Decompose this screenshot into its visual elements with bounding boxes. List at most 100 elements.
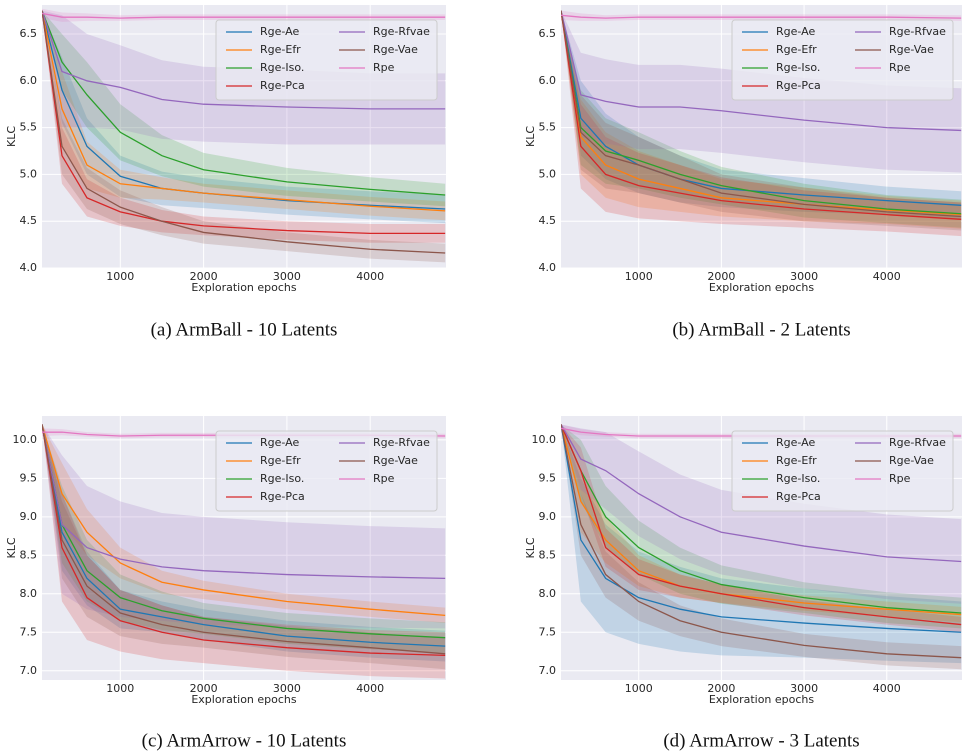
y-tick-label: 9.0 xyxy=(20,510,38,523)
legend-label: Rge-Vae xyxy=(889,454,934,467)
y-tick-label: 6.0 xyxy=(20,74,38,87)
legend-label: Rge-Iso. xyxy=(776,472,820,485)
error-band xyxy=(42,10,446,221)
series-line xyxy=(42,424,446,616)
error-band xyxy=(42,10,446,224)
error-band xyxy=(42,10,446,263)
legend-label: Rge-Rfvae xyxy=(373,25,430,38)
error-band xyxy=(561,10,962,21)
legend-box xyxy=(731,430,954,512)
error-band xyxy=(561,424,962,629)
y-tick-label: 4.5 xyxy=(20,214,38,227)
series-line xyxy=(42,424,446,639)
y-tick-label: 9.5 xyxy=(20,471,38,484)
error-band xyxy=(561,10,962,220)
error-band xyxy=(42,424,446,679)
legend-label: Rge-Efr xyxy=(260,454,301,467)
y-tick-label: 8.5 xyxy=(20,548,38,561)
x-tick-label: 2000 xyxy=(190,682,218,695)
y-tick-label: 9.5 xyxy=(539,471,557,484)
legend-label: Rge-Iso. xyxy=(260,61,304,74)
x-axis-label: Exploration epochs xyxy=(191,693,297,706)
y-axis-label: KLC xyxy=(5,126,18,147)
series-line xyxy=(42,12,446,19)
caption: (d) ArmArrow - 3 Latents xyxy=(663,730,859,751)
legend-label: Rge-Pca xyxy=(260,490,305,503)
legend-box xyxy=(215,430,438,512)
series-line xyxy=(561,10,962,220)
panel: 4.0 4.5 5.0 5.5 6.0 6.5 1000 2000 3000 4000 Explor… xyxy=(5,5,446,340)
error-band xyxy=(561,10,962,228)
legend-label: Rge-Pca xyxy=(776,490,821,503)
series-line xyxy=(42,424,446,647)
caption: (c) ArmArrow - 10 Latents xyxy=(142,730,347,751)
x-tick-label: 2000 xyxy=(707,682,735,695)
legend-label: Rpe xyxy=(889,61,911,74)
legend-label: Rge-Efr xyxy=(776,43,817,56)
x-tick-label: 3000 xyxy=(790,270,818,283)
y-tick-label: 5.0 xyxy=(539,167,557,180)
y-tick-label: 5.5 xyxy=(20,121,38,134)
y-tick-label: 8.0 xyxy=(539,587,557,600)
legend-label: Rge-Rfvae xyxy=(373,436,430,449)
y-tick-label: 8.5 xyxy=(539,548,557,561)
legend-label: Rge-Vae xyxy=(373,454,418,467)
x-axis-label: Exploration epochs xyxy=(709,693,815,706)
legend-box xyxy=(731,19,954,101)
x-tick-label: 4000 xyxy=(873,682,901,695)
series-line xyxy=(561,424,962,563)
y-axis-label: KLC xyxy=(5,537,18,558)
y-tick-label: 4.0 xyxy=(20,261,38,274)
y-tick-label: 6.5 xyxy=(539,27,557,40)
legend-label: Rge-Pca xyxy=(260,79,305,92)
y-tick-label: 10.0 xyxy=(13,433,38,446)
x-tick-label: 3000 xyxy=(790,682,818,695)
error-band xyxy=(561,424,962,604)
panel: 4.0 4.5 5.0 5.5 6.0 6.5 1000 2000 3000 4000 Explor… xyxy=(524,5,962,340)
x-axis-label: Exploration epochs xyxy=(709,281,815,294)
legend-label: Rge-Vae xyxy=(373,43,418,56)
y-tick-label: 7.5 xyxy=(20,625,38,638)
y-tick-label: 5.0 xyxy=(20,167,38,180)
error-band xyxy=(561,10,962,229)
legend-label: Rge-Ae xyxy=(260,436,299,449)
y-tick-label: 6.5 xyxy=(20,27,38,40)
error-band xyxy=(561,424,962,670)
x-tick-label: 1000 xyxy=(106,270,134,283)
legend-box xyxy=(215,19,438,101)
series-line xyxy=(561,10,962,215)
legend-label: Rge-Pca xyxy=(776,79,821,92)
series-line xyxy=(561,10,962,132)
y-tick-label: 7.5 xyxy=(539,625,557,638)
error-band xyxy=(42,424,446,629)
legend-label: Rge-Iso. xyxy=(260,472,304,485)
series-line xyxy=(42,10,446,196)
y-tick-label: 4.5 xyxy=(539,214,557,227)
y-tick-label: 7.0 xyxy=(20,664,38,677)
legend-label: Rge-Ae xyxy=(260,25,299,38)
y-axis-label: KLC xyxy=(524,537,537,558)
series-line xyxy=(561,10,962,218)
series-line xyxy=(42,424,446,580)
y-tick-label: 8.0 xyxy=(20,587,38,600)
legend-label: Rge-Rfvae xyxy=(889,25,946,38)
x-tick-label: 4000 xyxy=(873,270,901,283)
error-band xyxy=(42,424,446,654)
y-tick-label: 5.5 xyxy=(539,121,557,134)
series-line xyxy=(561,10,962,216)
x-tick-label: 3000 xyxy=(273,682,301,695)
error-band xyxy=(42,424,446,670)
series-line xyxy=(561,14,962,19)
error-band xyxy=(42,10,446,207)
legend-label: Rge-Ae xyxy=(776,25,815,38)
x-tick-label: 4000 xyxy=(356,682,384,695)
legend-label: Rpe xyxy=(373,61,395,74)
series-line xyxy=(561,424,962,633)
error-band xyxy=(561,424,962,623)
panel: 7.0 7.5 8.0 8.5 9.0 9.5 10.0 1000 2000 3000 4000 Ex… xyxy=(524,416,962,751)
error-band xyxy=(561,10,962,231)
legend-label: Rge-Efr xyxy=(776,454,817,467)
x-tick-label: 3000 xyxy=(273,270,301,283)
y-tick-label: 6.0 xyxy=(539,74,557,87)
